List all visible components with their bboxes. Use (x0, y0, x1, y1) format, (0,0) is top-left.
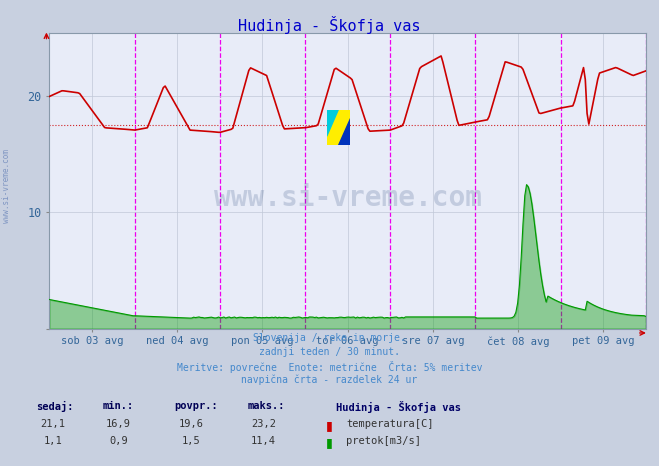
Text: temperatura[C]: temperatura[C] (346, 419, 434, 429)
Text: ▮: ▮ (326, 436, 333, 449)
Text: min.:: min.: (102, 401, 133, 411)
Text: 19,6: 19,6 (179, 419, 204, 429)
Text: Hudinja - Škofja vas: Hudinja - Škofja vas (239, 16, 420, 34)
Polygon shape (327, 110, 338, 136)
Text: 11,4: 11,4 (251, 436, 276, 445)
Text: 21,1: 21,1 (40, 419, 65, 429)
Text: 1,5: 1,5 (182, 436, 200, 445)
Text: Slovenija / reke in morje.: Slovenija / reke in morje. (253, 333, 406, 343)
Text: 23,2: 23,2 (251, 419, 276, 429)
Text: 16,9: 16,9 (106, 419, 131, 429)
Text: zadnji teden / 30 minut.: zadnji teden / 30 minut. (259, 347, 400, 356)
Text: www.si-vreme.com: www.si-vreme.com (2, 150, 11, 223)
Text: maks.:: maks.: (247, 401, 285, 411)
Text: pretok[m3/s]: pretok[m3/s] (346, 436, 421, 445)
Text: www.si-vreme.com: www.si-vreme.com (214, 185, 482, 212)
Polygon shape (338, 118, 350, 145)
Text: Meritve: povrečne  Enote: metrične  Črta: 5% meritev: Meritve: povrečne Enote: metrične Črta: … (177, 361, 482, 373)
Text: 0,9: 0,9 (109, 436, 128, 445)
Text: sedaj:: sedaj: (36, 401, 74, 412)
Text: navpična črta - razdelek 24 ur: navpična črta - razdelek 24 ur (241, 375, 418, 385)
Text: ▮: ▮ (326, 419, 333, 432)
Text: Hudinja - Škofja vas: Hudinja - Škofja vas (336, 401, 461, 413)
Text: 1,1: 1,1 (43, 436, 62, 445)
Text: povpr.:: povpr.: (175, 401, 218, 411)
